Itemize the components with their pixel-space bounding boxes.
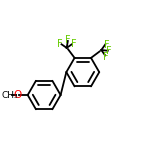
Text: F: F [103, 52, 109, 62]
Text: F: F [71, 39, 76, 49]
Text: F: F [65, 34, 71, 45]
Text: F: F [57, 39, 63, 49]
Text: CH₃: CH₃ [2, 91, 19, 100]
Text: O: O [14, 90, 22, 100]
Text: F: F [103, 40, 109, 50]
Text: F: F [106, 46, 112, 56]
